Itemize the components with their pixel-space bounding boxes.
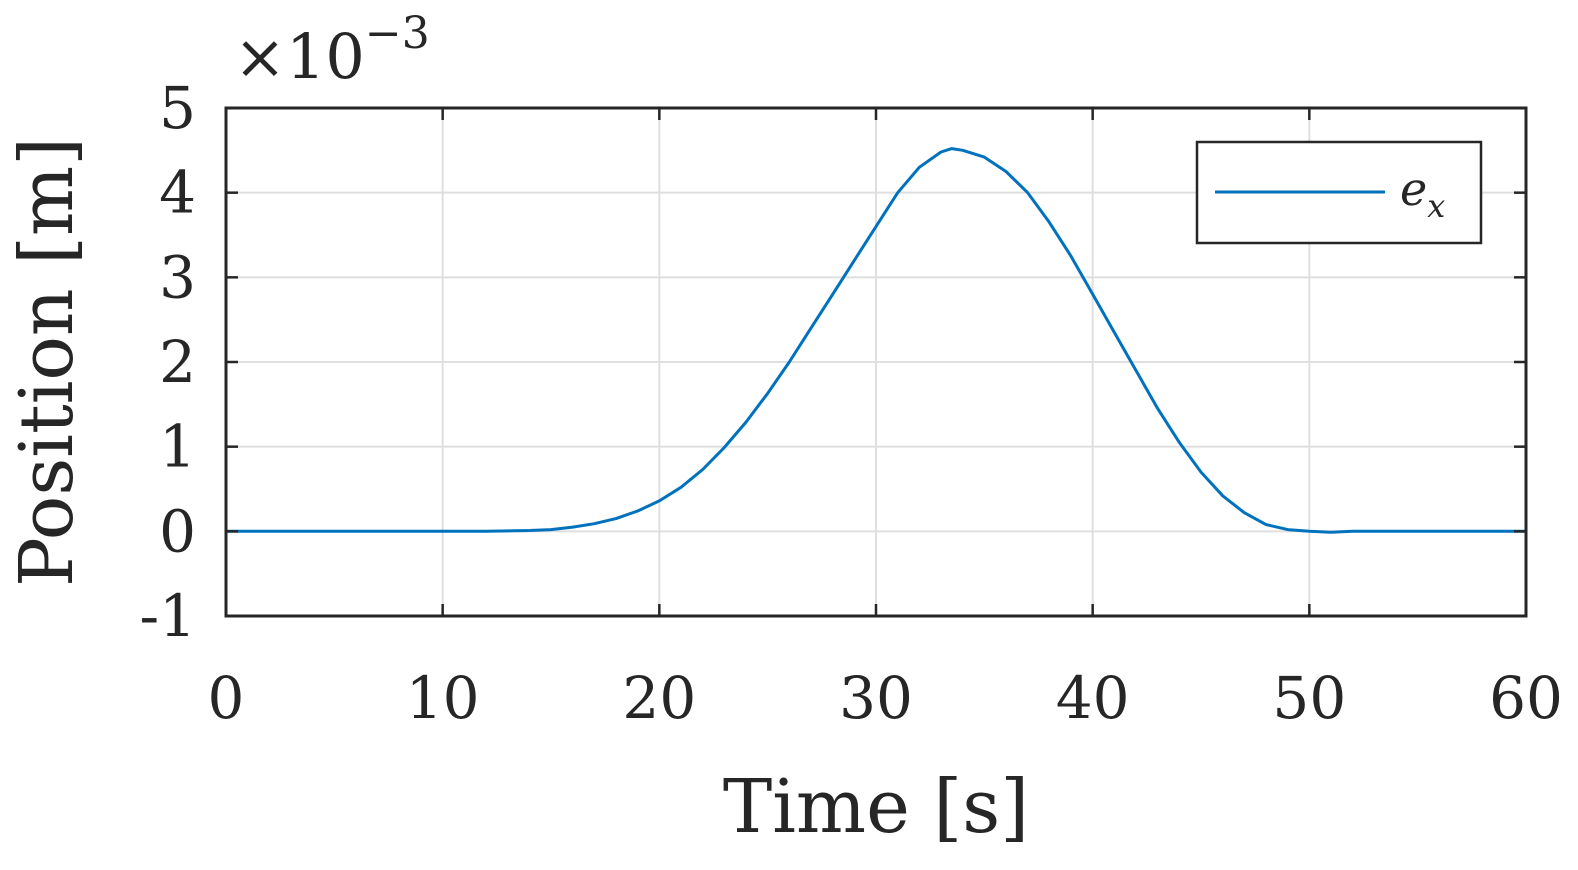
- y-axis-ticks: -1 0 1 2 3 4 5: [140, 74, 1526, 650]
- x-tick-label: 10: [406, 664, 480, 732]
- y-tick-label: -1: [140, 582, 197, 650]
- legend-label-base: e: [1400, 162, 1427, 216]
- x-axis-title: Time [s]: [723, 764, 1029, 850]
- y-exponent-label: ×10−3: [234, 8, 430, 93]
- x-tick-label: 20: [622, 664, 696, 732]
- y-tick-label: 5: [159, 74, 196, 142]
- x-tick-label: 50: [1272, 664, 1346, 732]
- y-tick-label: 1: [159, 413, 196, 481]
- y-axis-title: Position [m]: [4, 137, 90, 587]
- x-tick-label: 30: [839, 664, 913, 732]
- y-tick-label: 0: [159, 497, 196, 565]
- legend-label: ex: [1400, 162, 1445, 225]
- y-tick-label: 2: [159, 328, 196, 396]
- x-tick-label: 60: [1489, 664, 1563, 732]
- x-tick-label: 40: [1056, 664, 1130, 732]
- series-group: [226, 147, 1526, 534]
- series-line: [226, 147, 1526, 534]
- x-axis-ticks: 0 10 20 30 40 50 60: [208, 108, 1563, 732]
- y-tick-label: 4: [159, 159, 196, 227]
- y-tick-label: 3: [159, 243, 196, 311]
- y-exponent-power: −3: [365, 8, 430, 59]
- legend-label-subscript: x: [1427, 187, 1445, 225]
- legend: ex: [1195, 140, 1483, 245]
- x-tick-label: 0: [208, 664, 245, 732]
